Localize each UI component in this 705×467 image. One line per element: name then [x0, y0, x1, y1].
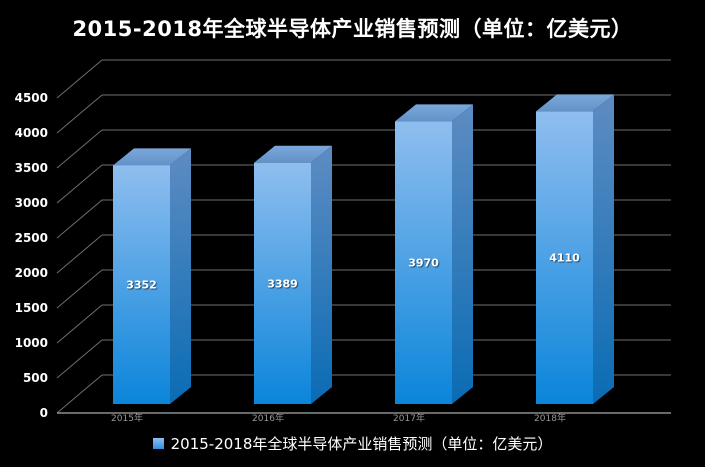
legend-label: 2015-2018年全球半导体产业销售预测（单位：亿美元） — [170, 434, 553, 453]
y-tick-label: 1500 — [15, 301, 48, 315]
bar-2018年 — [536, 111, 593, 405]
y-tick-label: 3500 — [15, 161, 48, 175]
chart-title: 2015-2018年全球半导体产业销售预测（单位：亿美元） — [72, 17, 633, 41]
bar-side-face — [452, 104, 473, 404]
bar-value-label: 3352 — [126, 279, 157, 292]
legend: 2015-2018年全球半导体产业销售预测（单位：亿美元） — [0, 433, 705, 453]
y-tick-label: 500 — [23, 371, 48, 385]
y-tick-label: 3000 — [15, 196, 48, 210]
y-tick-label: 1000 — [15, 336, 48, 350]
gridline-diagonal — [56, 199, 103, 239]
x-tick-label: 2018年 — [534, 412, 566, 424]
gridline-diagonal — [56, 374, 103, 414]
legend-swatch-icon — [152, 437, 164, 449]
bar-top-face — [113, 148, 191, 166]
gridline-diagonal — [56, 59, 103, 99]
bar-value-label: 4110 — [549, 252, 580, 265]
gridline-diagonal — [56, 269, 103, 309]
gridline-diagonal — [56, 234, 103, 274]
gridline-diagonal — [56, 164, 103, 204]
bar-side-face — [170, 148, 191, 404]
bar-side-face — [311, 145, 332, 405]
gridline-diagonal — [56, 339, 103, 379]
x-tick-label: 2016年 — [252, 412, 284, 424]
bar-top-face — [536, 94, 614, 112]
y-tick-label: 4500 — [15, 91, 48, 105]
bar-side-face — [593, 94, 614, 405]
gridline-diagonal — [56, 129, 103, 169]
bar-top-face — [254, 145, 332, 163]
x-tick-label: 2017年 — [393, 412, 425, 424]
bar-2016年 — [254, 162, 311, 404]
bar-value-label: 3970 — [408, 257, 439, 270]
x-tick-label: 2015年 — [111, 412, 143, 424]
bar-2015年 — [113, 165, 170, 404]
gridline-diagonal — [56, 304, 103, 344]
y-tick-label: 0 — [40, 406, 48, 420]
y-tick-label: 2500 — [15, 231, 48, 245]
bar-top-face — [395, 104, 473, 122]
y-tick-label: 2000 — [15, 266, 48, 280]
bar-value-label: 3389 — [267, 277, 298, 290]
bar-2017年 — [395, 121, 452, 404]
gridline-diagonal — [56, 94, 103, 134]
y-tick-label: 4000 — [15, 126, 48, 140]
